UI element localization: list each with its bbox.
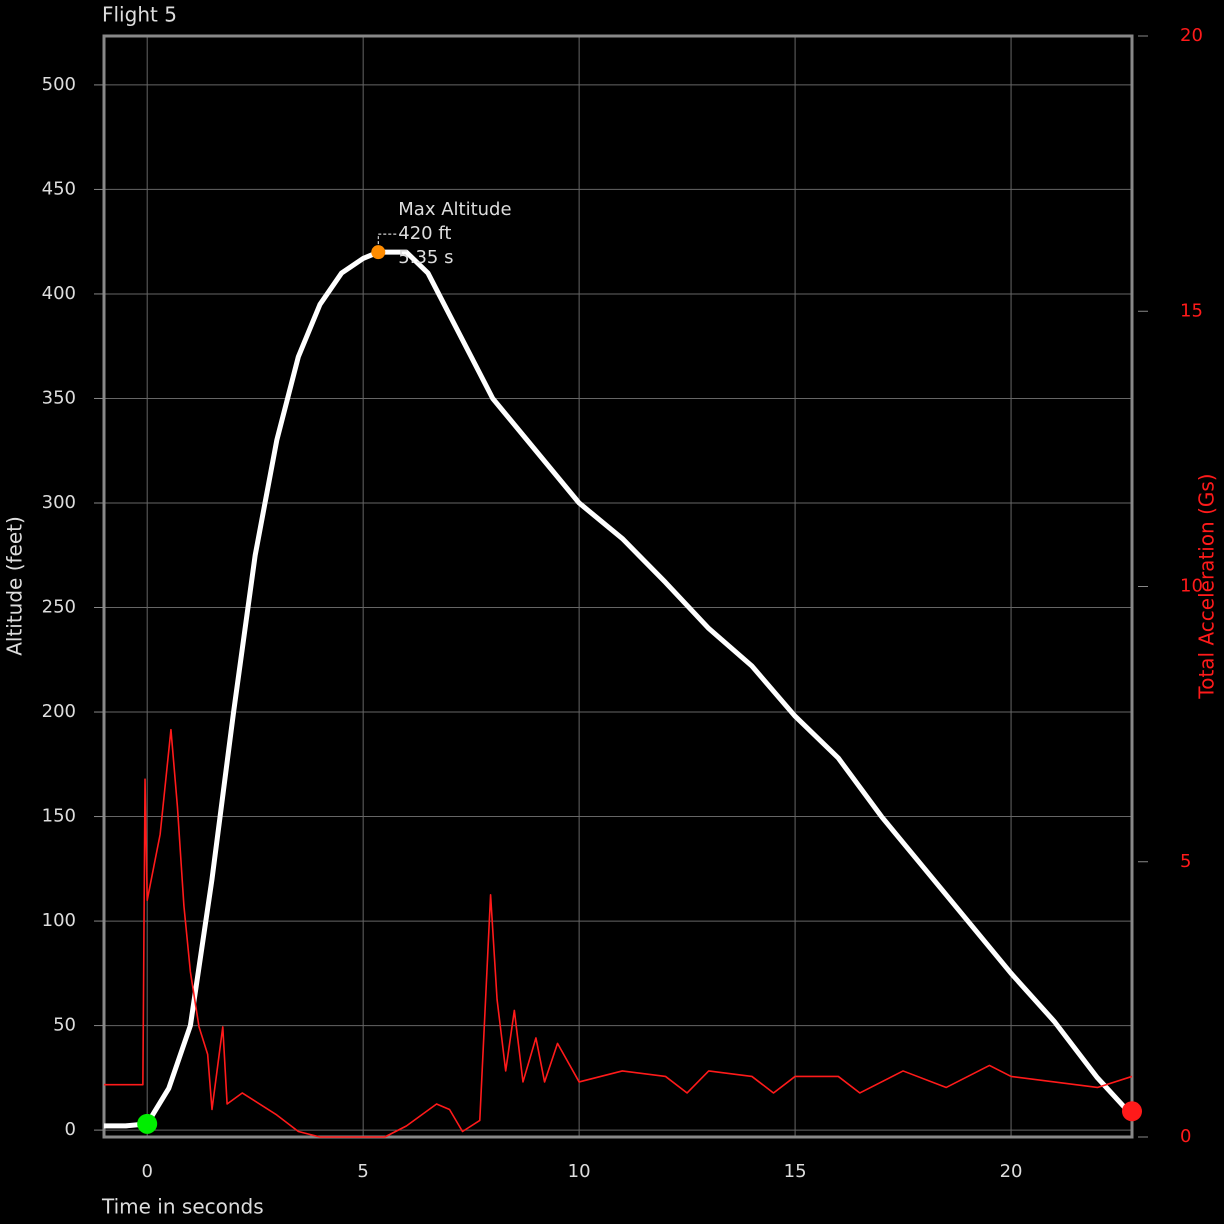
y-tick-label: 200 (42, 701, 76, 722)
y2-tick-label: 5 (1180, 851, 1191, 872)
line-series (104, 728, 1133, 1138)
x-tick-label: 5 (357, 1161, 368, 1182)
plot-frame (102, 34, 1134, 1139)
x-tick-label: 20 (1000, 1161, 1023, 1182)
y2-tick-label: 15 (1180, 300, 1203, 321)
y-tick-label: 100 (42, 910, 76, 931)
y-tick-label: 250 (42, 597, 76, 618)
y-tick-label: 500 (42, 74, 76, 95)
point-marker (1122, 1101, 1142, 1122)
x-axis-label: Time in seconds (101, 1195, 264, 1219)
y2-axis-label: Total Acceleration (Gs) (1195, 473, 1219, 699)
point-marker (371, 245, 386, 260)
y-tick-label: 50 (53, 1015, 76, 1036)
line-series (104, 249, 1134, 1129)
y-axis-label: Altitude (feet) (3, 516, 27, 656)
y2-tick-label: 20 (1180, 25, 1203, 46)
x-tick-label: 0 (141, 1161, 152, 1182)
y-tick-label: 400 (42, 283, 76, 304)
y-tick-label: 150 (42, 806, 76, 827)
point-marker (137, 1113, 158, 1134)
y-tick-label: 0 (65, 1119, 76, 1140)
y-tick-label: 450 (42, 178, 76, 199)
y-tick-label: 300 (42, 492, 76, 513)
y2-tick-label: 10 (1180, 576, 1203, 597)
y-tick-label: 350 (42, 387, 76, 408)
annotation-leader (377, 233, 397, 245)
annotation-text: Max Altitude (398, 199, 511, 220)
x-tick-label: 10 (568, 1161, 591, 1182)
annotation-text: 420 ft (398, 223, 451, 244)
y2-tick-label: 0 (1180, 1126, 1191, 1147)
x-tick-label: 15 (784, 1161, 807, 1182)
annotation-text: 5.35 s (398, 247, 453, 268)
chart-title: Flight 5 (102, 3, 177, 27)
